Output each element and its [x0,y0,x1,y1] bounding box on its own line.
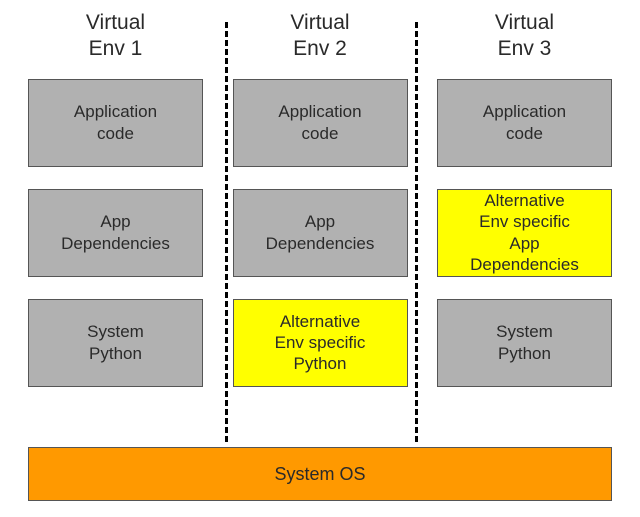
env2-box-appcode: Application code [233,79,408,167]
env1-box-appcode: Application code [28,79,203,167]
env1-box-appdeps: App Dependencies [28,189,203,277]
env1-title: Virtual Env 1 [86,10,145,63]
env2-box-python: Alternative Env specific Python [233,299,408,387]
env3-box-appdeps: Alternative Env specific App Dependencie… [437,189,612,277]
divider-1 [225,22,228,442]
column-env3: Virtual Env 3 Application code Alternati… [437,10,612,409]
column-env2: Virtual Env 2 Application code App Depen… [233,10,408,409]
env3-box-appcode: Application code [437,79,612,167]
env1-box-python: System Python [28,299,203,387]
columns-container: Virtual Env 1 Application code App Depen… [0,0,640,409]
env2-box-appdeps: App Dependencies [233,189,408,277]
env3-box-python: System Python [437,299,612,387]
env2-title: Virtual Env 2 [290,10,349,63]
divider-2 [415,22,418,442]
column-env1: Virtual Env 1 Application code App Depen… [28,10,203,409]
env3-title: Virtual Env 3 [495,10,554,63]
system-os-bar: System OS [28,447,612,501]
